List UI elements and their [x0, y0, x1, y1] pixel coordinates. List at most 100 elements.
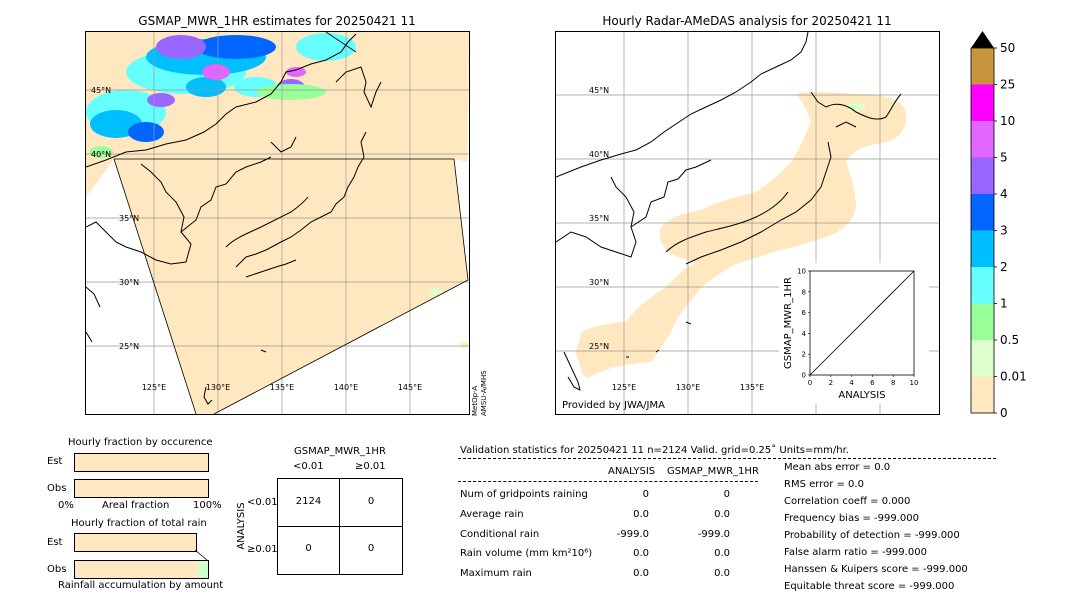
col-gsmap-header: GSMAP_MWR_1HR: [667, 466, 759, 477]
cell-ge-lt: 0: [305, 543, 312, 554]
scatter-diagonal: [809, 270, 915, 376]
row-a-3: 0.0: [633, 548, 649, 559]
colorbar-label: 0.5: [1000, 333, 1019, 347]
left-lat-35: 35°N: [119, 214, 139, 223]
sensor-label: MetOp-A AMSU-A/MHS: [471, 370, 488, 416]
left-lon-labels: 125°E 130°E 135°E 140°E 145°E: [142, 383, 422, 392]
scatter-ytick-label: 2: [802, 351, 806, 359]
sensor-label-wrap: MetOp-A AMSU-A/MHS: [471, 360, 493, 416]
scatter-ytick-label: 4: [802, 330, 807, 338]
row-label-1: Average rain: [460, 509, 524, 520]
scatter-ytick-label: 6: [802, 309, 807, 317]
colorbar-cell: [971, 340, 994, 377]
left-swath-main: [86, 159, 468, 414]
left-lat-labels: 45°N 40°N 35°N 30°N 25°N: [91, 86, 139, 351]
right-lat-labels: 45°N 40°N 35°N 30°N 25°N: [589, 86, 609, 351]
right-map-title: Hourly Radar-AMeDAS analysis for 2025042…: [602, 14, 892, 28]
scatter-xtick-label: 10: [910, 379, 919, 387]
scatter-xtick-label: 8: [891, 379, 895, 387]
left-map-panel: 45°N 40°N 35°N 30°N 25°N 125°E 130°E 135…: [85, 31, 470, 415]
tot-est-frame: [74, 533, 197, 552]
colorbar-cell: [971, 48, 994, 85]
tot-est-bar: [75, 534, 196, 551]
row-label-3: Rain volume (mm km²10⁶): [460, 548, 593, 559]
occ-obs-label: Obs: [47, 483, 67, 494]
right-lon-125: 125°E: [612, 383, 636, 392]
colorbar-label: 5: [1000, 151, 1008, 165]
scatter-ylabel: GSMAP_MWR_1HR: [783, 277, 794, 369]
left-swath-boundary-west: [113, 158, 197, 414]
colorbar-label: 0.01: [1000, 370, 1026, 384]
tot-obs-frame: [74, 560, 209, 579]
left-map-title: GSMAP_MWR_1HR estimates for 20250421 11: [138, 14, 416, 28]
contingency-title: GSMAP_MWR_1HR: [294, 446, 386, 457]
row-lt-label: <0.01: [247, 497, 278, 508]
scatter-xtick-label: 4: [849, 379, 854, 387]
score-rms: RMS error = 0.0: [784, 479, 864, 490]
score-ets: Equitable threat score = -999.000: [784, 581, 955, 592]
colorbar-cells: [970, 47, 995, 414]
left-map-svg: 45°N 40°N 35°N 30°N 25°N 125°E 130°E 135…: [86, 32, 469, 414]
total-title: Hourly fraction of total rain: [71, 518, 207, 529]
left-swath-boundary: [114, 158, 469, 414]
tot-connector: [195, 549, 208, 561]
right-map-svg: 45°N 40°N 35°N 30°N 25°N 125°E 130°E 135…: [556, 32, 939, 414]
colorbar-label: 10: [1000, 114, 1015, 128]
left-lat-25: 25°N: [119, 342, 139, 351]
left-lat-30: 30°N: [119, 278, 139, 287]
colorbar-label: 0: [1000, 406, 1008, 418]
score-mae: Mean abs error = 0.0: [784, 462, 891, 473]
axis-right-label: 100%: [193, 500, 222, 511]
scatter-ticks: 0 2 4 6 8 10 0 2 4 6 8 10: [797, 268, 918, 388]
occ-est-frame: [74, 453, 209, 472]
right-lon-135: 135°E: [740, 383, 764, 392]
left-coastlines: [86, 33, 382, 405]
colorbar-label: 25: [1000, 78, 1015, 92]
colorbar-over-triangle: [971, 31, 994, 48]
row-a-4: 0.0: [633, 568, 649, 579]
scatter-ytick-label: 0: [802, 372, 806, 380]
row-label-4: Maximum rain: [460, 568, 532, 579]
left-lon-145: 145°E: [398, 383, 422, 392]
row-ge-label: ≥0.01: [247, 544, 278, 555]
colorbar-cell: [971, 230, 994, 267]
right-map-credit: Provided by JWA/JMA: [562, 400, 665, 411]
colorbar-label: 3: [1000, 224, 1008, 238]
row-g-2: -999.0: [697, 529, 730, 540]
row-g-4: 0.0: [714, 568, 730, 579]
left-swath-boundary-north: [325, 32, 357, 53]
occurrence-title: Hourly fraction by occurence: [68, 437, 213, 448]
occ-obs-frame: [74, 479, 209, 498]
colorbar-cell: [971, 84, 994, 121]
scatter-xtick-label: 6: [870, 379, 875, 387]
left-swath-edge: [214, 159, 469, 414]
scatter-xtick-label: 2: [829, 379, 833, 387]
scatter-ytick-label: 8: [802, 288, 806, 296]
col-lt-label: <0.01: [293, 461, 324, 472]
left-lat-45: 45°N: [91, 86, 111, 95]
right-lat-35: 35°N: [589, 214, 609, 223]
right-lat-30: 30°N: [589, 278, 609, 287]
colorbar-cell: [971, 121, 994, 158]
validation-header: Validation statistics for 20250421 11 n=…: [460, 445, 849, 456]
colorbar-cell: [971, 194, 994, 231]
cell-lt-lt: 2124: [295, 496, 322, 507]
colorbar-label: 2: [1000, 260, 1008, 274]
row-label-2: Conditional rain: [460, 529, 540, 540]
colorbar-label: 50: [1000, 41, 1015, 55]
score-far: False alarm ratio = -999.000: [784, 547, 927, 558]
occ-obs-bar: [75, 480, 208, 497]
validation-divider: [458, 458, 996, 459]
row-g-3: 0.0: [714, 548, 730, 559]
row-g-1: 0.0: [714, 509, 730, 520]
cell-lt-ge: 0: [367, 496, 375, 507]
left-lon-125: 125°E: [142, 383, 166, 392]
cell-ge-ge: 0: [367, 543, 375, 554]
occ-est-bar: [75, 454, 208, 471]
right-lon-labels: 125°E 130°E 135°E: [612, 383, 764, 392]
right-lat-25: 25°N: [589, 342, 609, 351]
colorbar-cell: [971, 267, 994, 304]
colorbar-cell: [971, 376, 994, 413]
axis-left-label: 0%: [58, 500, 74, 511]
score-pod: Probability of detection = -999.000: [784, 530, 960, 541]
